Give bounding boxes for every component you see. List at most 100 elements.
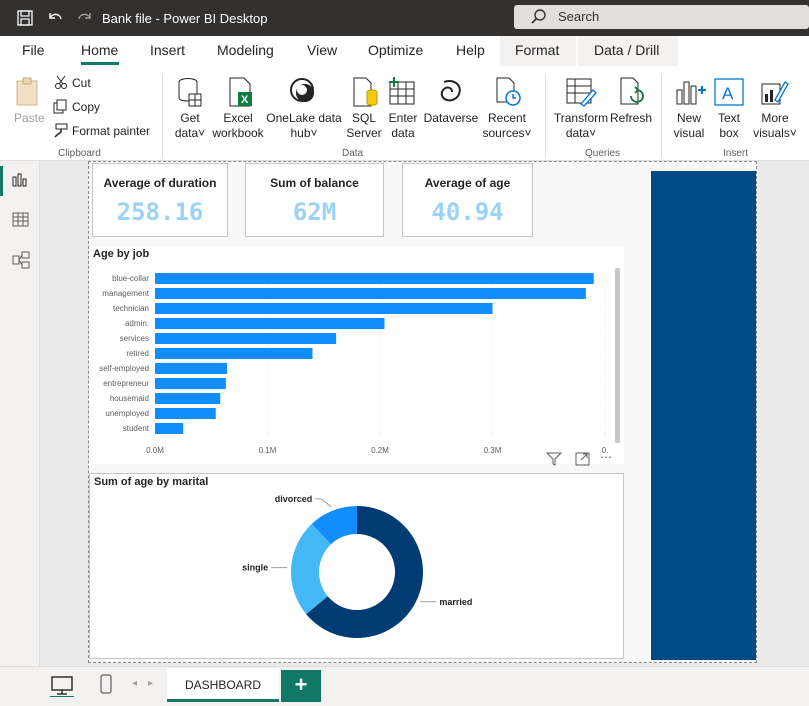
svg-text:A: A [722, 84, 734, 103]
save-icon[interactable] [16, 9, 34, 27]
transform-data-icon[interactable] [565, 76, 597, 108]
menu-data-drill[interactable]: Data / Drill [594, 42, 660, 58]
menu-help[interactable]: Help [456, 42, 485, 58]
copy-icon[interactable] [53, 99, 68, 114]
focus-mode-icon[interactable] [575, 452, 591, 466]
get-data-line2: data [174, 126, 199, 140]
more-visuals-icon[interactable] [759, 76, 789, 108]
bar[interactable] [155, 363, 227, 374]
table-view-icon[interactable] [12, 211, 29, 228]
more-visuals-label[interactable]: More visuals˅ [749, 111, 801, 141]
chevron-down-icon: ˅ [789, 126, 797, 140]
copy-label[interactable]: Copy [72, 100, 101, 114]
bar[interactable] [155, 273, 594, 284]
active-view-indicator [0, 166, 3, 196]
bar[interactable] [155, 318, 385, 329]
refresh-label[interactable]: Refresh [610, 111, 653, 125]
format-painter-icon[interactable] [53, 123, 68, 138]
bar[interactable] [155, 408, 216, 419]
new-visual-label[interactable]: New visual [668, 111, 710, 141]
onelake-label[interactable]: OneLake data hub˅ [266, 111, 342, 141]
get-data-label[interactable]: Get data˅ [170, 111, 210, 141]
new-visual-icon[interactable] [674, 76, 706, 108]
model-view-icon[interactable] [12, 251, 30, 269]
menu-file[interactable]: File [22, 42, 45, 58]
filter-icon[interactable] [545, 452, 563, 466]
sum-of-age-by-marital-visual[interactable]: Sum of age by marital married single divor… [89, 473, 624, 659]
scroll-right-icon[interactable]: ▸ [148, 678, 154, 689]
search-box[interactable]: Search [514, 5, 809, 29]
menu-insert[interactable]: Insert [150, 42, 186, 58]
insert-group-label: Insert [723, 148, 749, 159]
bar[interactable] [155, 348, 313, 359]
recent-line2: sources [482, 126, 525, 140]
age-by-job-visual[interactable]: Age by job 0.0M 0.1M 0.2M 0.3M 0. blue-collar… [89, 246, 624, 466]
add-page-button[interactable]: + [281, 670, 321, 702]
enter-line2: data [391, 126, 415, 140]
redo-icon[interactable] [76, 9, 94, 27]
kpi-card-age[interactable]: Average of age 40.94 [402, 163, 533, 237]
kpi-value: 40.94 [431, 198, 504, 226]
menu-modeling[interactable]: Modeling [217, 42, 274, 58]
scrollbar[interactable] [615, 268, 620, 443]
page-tab-dashboard[interactable]: DASHBOARD [167, 668, 279, 702]
x-tick-label: 0.2M [371, 446, 389, 455]
kpi-card-balance[interactable]: Sum of balance 62M [245, 163, 384, 237]
slice-label: divorced [275, 494, 313, 504]
undo-icon[interactable] [46, 9, 64, 27]
report-view-icon[interactable] [12, 171, 28, 187]
new-visual-line2: visual [673, 126, 705, 140]
text-box-label[interactable]: Text box [710, 111, 748, 141]
more-options-icon[interactable]: ⋯ [600, 450, 613, 464]
sql-server-icon[interactable] [351, 76, 379, 108]
transform-data-label[interactable]: Transform data˅ [552, 111, 610, 141]
mobile-layout-icon[interactable] [99, 673, 113, 695]
enter-data-icon[interactable] [388, 76, 418, 106]
sql-server-label[interactable]: SQL Server [344, 111, 384, 141]
bar[interactable] [155, 423, 184, 434]
cut-icon[interactable] [54, 75, 68, 89]
menu-home[interactable]: Home [81, 42, 119, 58]
kpi-card-duration[interactable]: Average of duration 258.16 [92, 163, 228, 237]
bar[interactable] [155, 303, 493, 314]
refresh-icon[interactable] [617, 76, 647, 108]
donut-slice[interactable] [291, 523, 331, 615]
excel-label[interactable]: Excel workbook [210, 111, 266, 141]
y-category-label: retired [126, 349, 149, 358]
dataverse-label[interactable]: Dataverse [423, 111, 479, 125]
cut-label[interactable]: Cut [72, 76, 91, 90]
bar[interactable] [155, 288, 586, 299]
donut-slice[interactable] [311, 506, 357, 545]
desktop-layout-icon[interactable] [50, 675, 74, 697]
bar[interactable] [155, 378, 226, 389]
get-data-icon[interactable] [176, 76, 202, 108]
bar[interactable] [155, 393, 221, 404]
y-category-label: services [120, 334, 149, 343]
y-category-label: admin. [125, 319, 149, 328]
y-category-label: management [102, 289, 149, 298]
bar[interactable] [155, 333, 337, 344]
onelake-icon[interactable] [288, 76, 320, 108]
paste-icon[interactable] [14, 76, 42, 108]
blue-rectangle-shape[interactable] [651, 171, 756, 660]
kpi-label: Sum of balance [270, 176, 359, 190]
dataverse-icon[interactable] [436, 78, 466, 104]
recent-sources-icon[interactable] [493, 76, 523, 108]
x-tick-label: 0.0M [146, 446, 164, 455]
scroll-left-icon[interactable]: ◂ [132, 678, 138, 689]
recent-sources-label[interactable]: Recent sources˅ [478, 111, 536, 141]
chevron-down-icon: ˅ [589, 126, 597, 140]
format-painter-label[interactable]: Format painter [72, 124, 151, 138]
excel-icon[interactable]: X [226, 76, 256, 108]
ribbon-separator [545, 74, 546, 158]
enter-line1: Enter [388, 111, 418, 125]
y-category-label: self-employed [99, 364, 149, 373]
text-box-icon[interactable]: A [713, 76, 745, 108]
sql-line2: Server [346, 126, 382, 140]
menu-view[interactable]: View [307, 42, 338, 58]
menu-format[interactable]: Format [515, 42, 560, 58]
enter-data-label[interactable]: Enter data [384, 111, 422, 141]
donut-slice[interactable] [306, 506, 423, 638]
new-visual-line1: New [676, 111, 701, 125]
menu-optimize[interactable]: Optimize [368, 42, 424, 58]
